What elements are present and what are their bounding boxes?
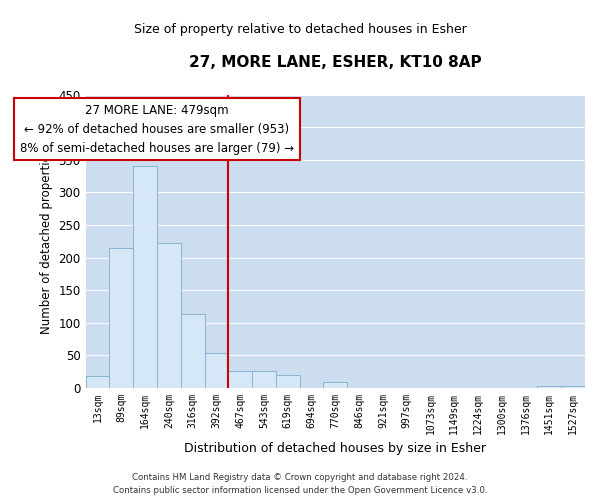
Text: 27 MORE LANE: 479sqm
← 92% of detached houses are smaller (953)
8% of semi-detac: 27 MORE LANE: 479sqm ← 92% of detached h… bbox=[20, 104, 294, 154]
Bar bbox=[86, 376, 109, 388]
Text: Contains HM Land Registry data © Crown copyright and database right 2024.
Contai: Contains HM Land Registry data © Crown c… bbox=[113, 474, 487, 495]
Bar bbox=[561, 386, 585, 388]
Bar bbox=[252, 372, 276, 388]
Text: Size of property relative to detached houses in Esher: Size of property relative to detached ho… bbox=[134, 22, 466, 36]
Title: 27, MORE LANE, ESHER, KT10 8AP: 27, MORE LANE, ESHER, KT10 8AP bbox=[189, 55, 482, 70]
Bar bbox=[276, 374, 299, 388]
Bar bbox=[538, 386, 561, 388]
Y-axis label: Number of detached properties: Number of detached properties bbox=[40, 148, 53, 334]
Bar bbox=[229, 371, 252, 388]
Bar bbox=[323, 382, 347, 388]
Bar bbox=[181, 314, 205, 388]
Bar bbox=[133, 166, 157, 388]
Bar bbox=[205, 353, 229, 388]
Bar bbox=[109, 248, 133, 388]
Bar bbox=[157, 243, 181, 388]
X-axis label: Distribution of detached houses by size in Esher: Distribution of detached houses by size … bbox=[184, 442, 487, 455]
